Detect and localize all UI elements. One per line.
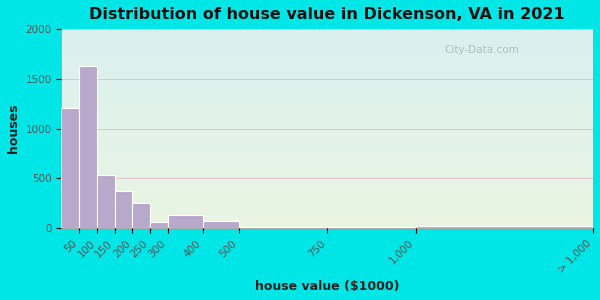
Title: Distribution of house value in Dickenson, VA in 2021: Distribution of house value in Dickenson…	[89, 7, 565, 22]
Bar	[97, 176, 115, 228]
Bar	[168, 215, 203, 228]
Bar	[115, 191, 133, 228]
Bar	[150, 222, 168, 228]
Y-axis label: houses: houses	[7, 104, 20, 153]
Bar	[327, 227, 416, 228]
Bar	[416, 226, 593, 228]
Bar	[239, 227, 327, 228]
Bar	[61, 107, 79, 228]
Bar	[133, 203, 150, 228]
Text: City-Data.com: City-Data.com	[444, 45, 519, 55]
Bar	[79, 66, 97, 228]
Bar	[203, 221, 239, 228]
X-axis label: house value ($1000): house value ($1000)	[255, 280, 400, 293]
